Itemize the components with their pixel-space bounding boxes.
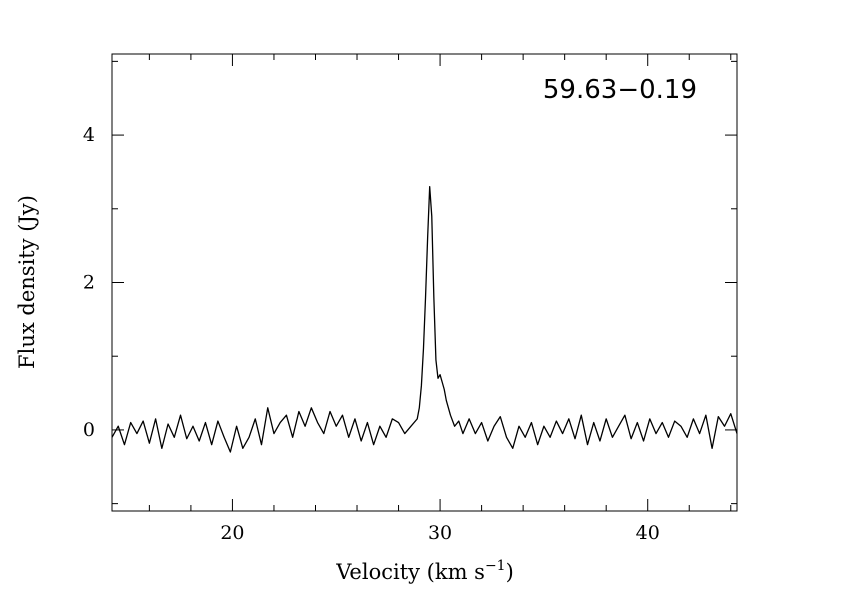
tick-labels: 20 30 40 0 2 4 bbox=[83, 124, 660, 544]
source-name-annotation: 59.63−0.19 bbox=[543, 75, 697, 105]
y-tick-label: 0 bbox=[83, 419, 95, 441]
x-tick-label: 30 bbox=[428, 522, 452, 544]
x-axis-label-superscript: −1 bbox=[485, 558, 506, 574]
spectrum-line bbox=[111, 186, 738, 453]
y-tick-label: 2 bbox=[83, 272, 95, 294]
axis-ticks bbox=[112, 54, 737, 511]
x-axis-label-close: ) bbox=[506, 560, 514, 584]
x-tick-label: 40 bbox=[636, 522, 660, 544]
x-axis-label: Velocity (km s−1) bbox=[335, 558, 514, 584]
x-axis-label-main: Velocity (km s bbox=[335, 560, 485, 584]
x-tick-label: 20 bbox=[220, 522, 244, 544]
y-tick-label: 4 bbox=[83, 124, 95, 146]
y-axis-label: Flux density (Jy) bbox=[15, 195, 39, 369]
